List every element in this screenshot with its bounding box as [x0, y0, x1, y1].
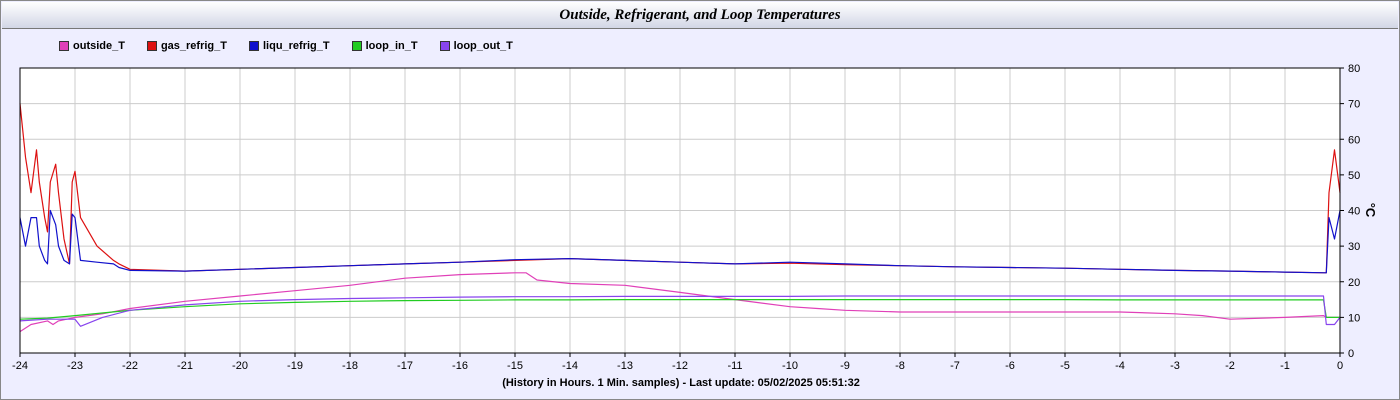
y-tick-label: 30	[1348, 241, 1360, 253]
x-tick-label: -6	[1005, 360, 1015, 372]
x-tick-label: -24	[12, 360, 28, 372]
legend: outside_T gas_refrig_T liqu_refrig_T loop_i…	[59, 39, 535, 53]
x-tick-label: -2	[1225, 360, 1235, 372]
legend-swatch	[351, 41, 362, 51]
x-tick-label: -5	[1060, 360, 1070, 372]
x-tick-label: -1	[1280, 360, 1290, 372]
legend-label: loop_in_T	[365, 40, 418, 52]
series-line-loop-in-T	[19, 299, 1340, 320]
x-tick-label: -8	[895, 360, 905, 372]
legend-swatch	[59, 41, 69, 51]
y-tick-label: 50	[1348, 170, 1360, 182]
x-tick-label: -7	[950, 360, 960, 372]
x-tick-label: -10	[782, 360, 798, 372]
title-bar: Outside, Refrigerant, and Loop Temperatu…	[2, 2, 1398, 29]
x-tick-label: -15	[507, 360, 523, 372]
x-axis: -24 -23 -22 -21 -20 -19 -18 -17 -16 -15 -14 -13 -12-…	[12, 353, 1343, 372]
legend-item-liqu-refrig-T: liqu_refrig_T	[248, 39, 330, 53]
y-tick-label: 80	[1348, 63, 1360, 75]
x-tick-label: -22	[122, 360, 138, 372]
y-tick-label: 20	[1348, 277, 1360, 289]
y-tick-label: 60	[1348, 134, 1360, 146]
legend-label: loop_out_T	[453, 40, 513, 52]
x-tick-label: -16	[452, 360, 468, 372]
x-tick-label: -21	[177, 360, 193, 372]
x-tick-label: -18	[342, 360, 358, 372]
series-lines	[19, 103, 1341, 333]
x-tick-label: -17	[397, 360, 413, 372]
x-tick-label: -9	[840, 360, 850, 372]
y-axis-unit: °C	[1363, 203, 1378, 218]
legend-item-loop-in-T: loop_in_T	[351, 39, 418, 53]
legend-item-loop-out-T: loop_out_T	[439, 39, 513, 53]
series-line-loop-out-T	[19, 295, 1341, 327]
chart-title: Outside, Refrigerant, and Loop Temperatu…	[559, 7, 841, 23]
legend-label: gas_refrig_T	[160, 40, 227, 52]
legend-label: outside_T	[73, 40, 125, 52]
legend-swatch	[146, 41, 157, 51]
legend-label: liqu_refrig_T	[262, 40, 330, 52]
y-tick-label: 0	[1348, 348, 1354, 360]
y-axis: 0 10 20 30 40 50 60 70 80	[1340, 63, 1360, 360]
x-tick-label: -14	[562, 360, 578, 372]
x-axis-caption: (History in Hours. 1 Min. samples) - Las…	[502, 377, 860, 389]
x-tick-label: -13	[617, 360, 633, 372]
x-tick-label: 0	[1337, 360, 1343, 372]
x-tick-label: -3	[1170, 360, 1180, 372]
y-tick-label: 10	[1348, 312, 1360, 324]
x-tick-label: -23	[67, 360, 83, 372]
legend-item-gas-refrig-T: gas_refrig_T	[146, 39, 227, 53]
x-tick-label: -4	[1115, 360, 1125, 372]
series-line-outside-T	[19, 272, 1340, 333]
series-line-liqu-refrig-T	[19, 209, 1341, 274]
y-tick-label: 70	[1348, 99, 1360, 111]
x-tick-label: -11	[727, 360, 742, 372]
legend-item-outside-T: outside_T	[59, 39, 125, 53]
x-tick-label: -19	[287, 360, 303, 372]
x-tick-label: -20	[232, 360, 248, 372]
x-tick-label: -12	[672, 360, 688, 372]
legend-swatch	[248, 41, 259, 51]
legend-swatch	[439, 41, 450, 51]
y-tick-label: 40	[1348, 206, 1360, 218]
